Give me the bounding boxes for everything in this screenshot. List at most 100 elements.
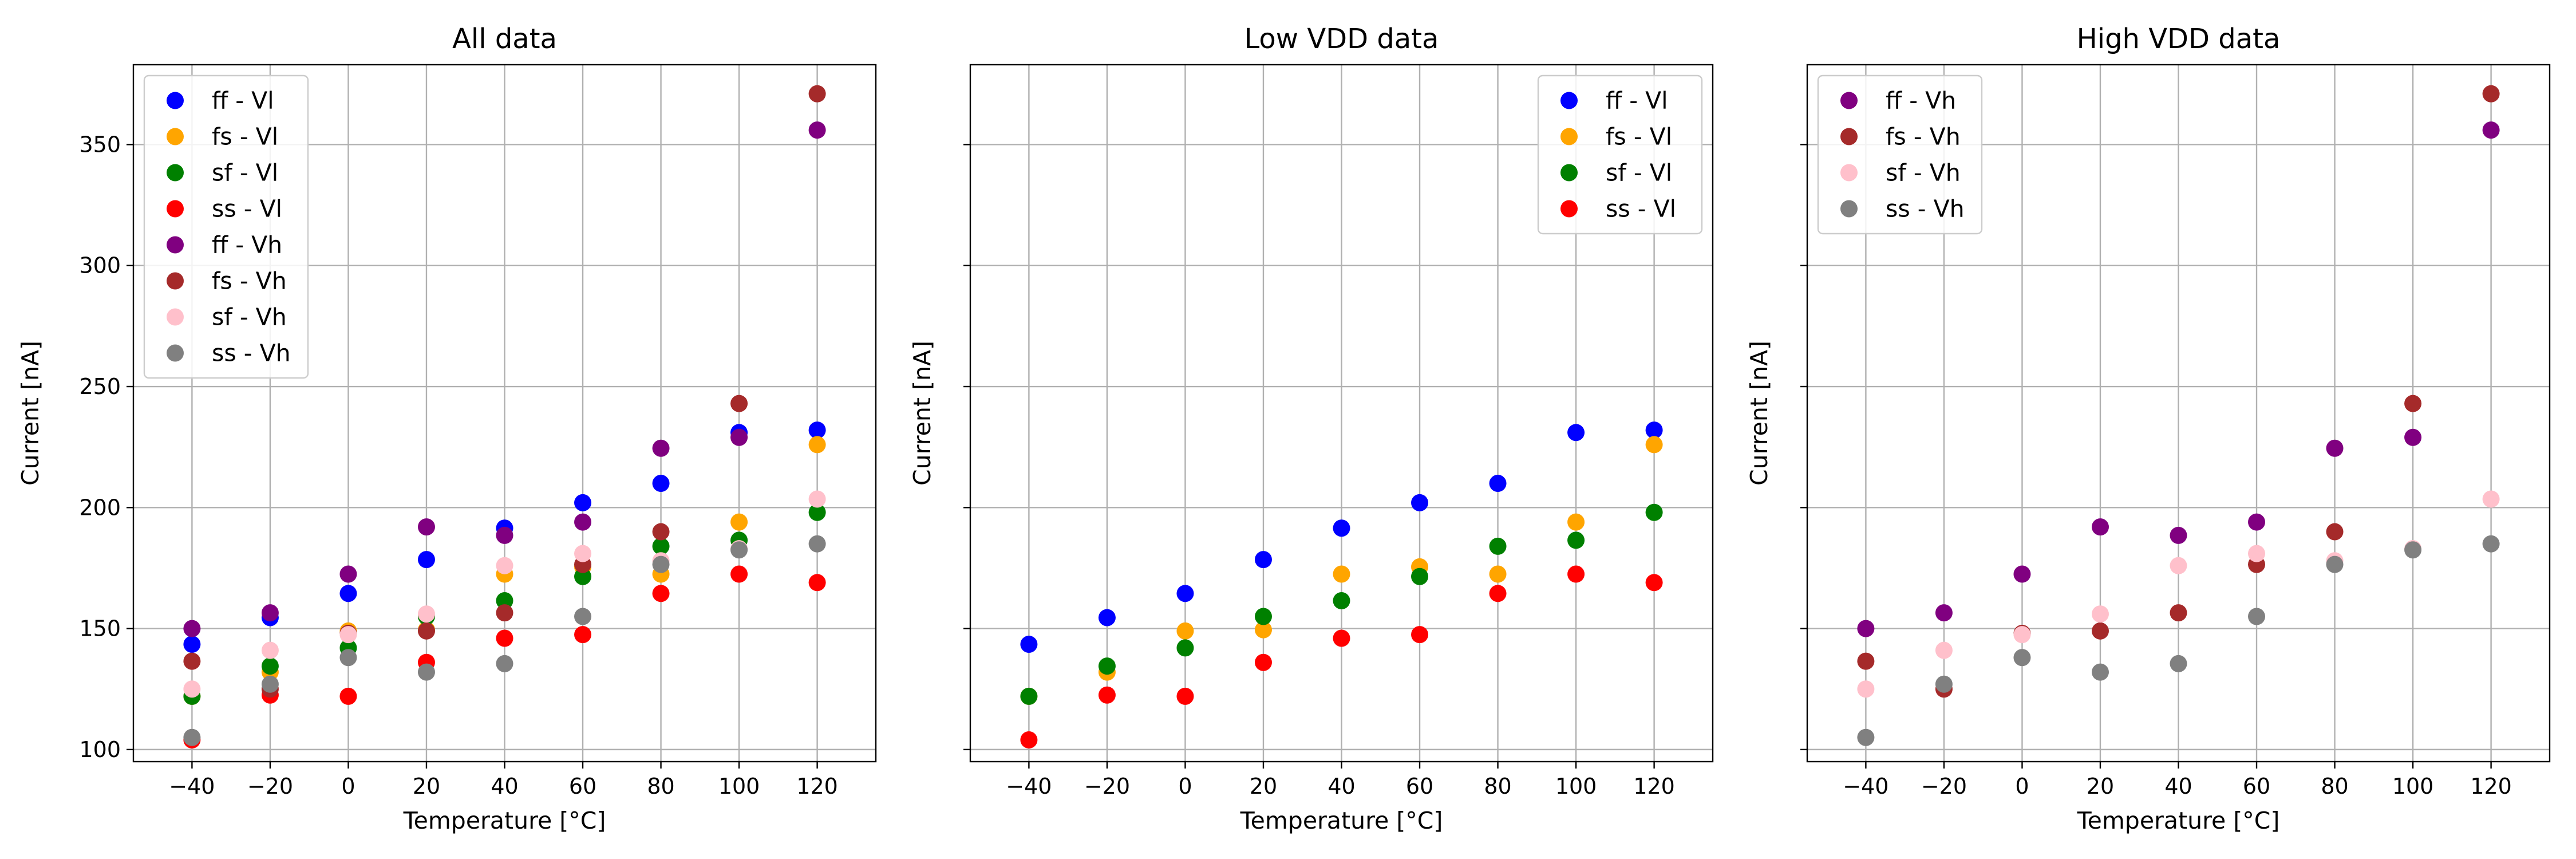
x-axis-label: Temperature [°C] bbox=[1240, 807, 1443, 834]
legend-frame bbox=[1817, 74, 1983, 235]
data-point bbox=[2404, 395, 2422, 412]
data-point bbox=[1935, 675, 1953, 693]
legend-marker bbox=[167, 344, 184, 362]
data-point bbox=[1567, 531, 1585, 549]
chart-title: High VDD data bbox=[2077, 23, 2281, 55]
data-point bbox=[808, 436, 826, 454]
x-tick-label: 60 bbox=[1406, 774, 1433, 799]
data-point bbox=[808, 503, 826, 521]
legend-entry: ss - Vh bbox=[212, 340, 291, 367]
data-point bbox=[2404, 428, 2422, 446]
legend-marker bbox=[1560, 92, 1578, 109]
x-tick-label: 60 bbox=[2243, 774, 2270, 799]
data-point bbox=[808, 535, 826, 553]
data-point bbox=[496, 655, 513, 672]
data-point bbox=[808, 421, 826, 439]
data-point bbox=[2482, 121, 2500, 139]
x-tick-label: −20 bbox=[1921, 774, 1967, 799]
legend-marker bbox=[167, 236, 184, 254]
data-point bbox=[652, 537, 670, 555]
data-point bbox=[261, 641, 279, 659]
data-point bbox=[183, 620, 201, 637]
data-point bbox=[2170, 604, 2187, 622]
x-tick-label: 0 bbox=[341, 774, 355, 799]
y-axis bbox=[1800, 144, 1807, 751]
legend-entry: fs - Vl bbox=[212, 123, 278, 151]
data-point bbox=[574, 608, 592, 625]
data-point bbox=[2170, 655, 2187, 672]
data-point bbox=[261, 657, 279, 675]
y-tick-label: 100 bbox=[79, 737, 121, 762]
data-point bbox=[2091, 663, 2109, 681]
x-axis: −40 −20 0 20 40 60 80 100 120 bbox=[1006, 762, 1675, 799]
data-point bbox=[1857, 620, 1875, 637]
data-point bbox=[730, 428, 748, 446]
x-tick-label: −40 bbox=[1843, 774, 1888, 799]
legend-marker bbox=[167, 200, 184, 218]
y-tick-label: 250 bbox=[79, 374, 121, 399]
panel-3: −40 −20 0 20 40 60 80 100 120 Temperature [°C] Cur… bbox=[1745, 23, 2551, 834]
data-points bbox=[1857, 85, 2500, 746]
data-point bbox=[730, 565, 748, 583]
x-axis: −40 −20 0 20 40 60 80 100 120 bbox=[169, 762, 838, 799]
data-point bbox=[1567, 513, 1585, 531]
data-point bbox=[808, 490, 826, 508]
data-point bbox=[1176, 687, 1194, 705]
legend-entry: ss - Vl bbox=[212, 195, 282, 223]
y-axis: 100 150 200 250 300 350 bbox=[79, 132, 133, 762]
data-point bbox=[2326, 555, 2344, 573]
data-points bbox=[1020, 421, 1663, 748]
x-tick-label: −40 bbox=[1006, 774, 1052, 799]
chart-title: All data bbox=[452, 23, 557, 55]
data-point bbox=[417, 551, 435, 569]
x-tick-label: 40 bbox=[2164, 774, 2192, 799]
x-tick-label: 120 bbox=[1633, 774, 1675, 799]
data-point bbox=[1857, 728, 1875, 746]
data-point bbox=[808, 574, 826, 592]
x-tick-label: 0 bbox=[2015, 774, 2029, 799]
data-point bbox=[1176, 585, 1194, 602]
data-point bbox=[652, 585, 670, 602]
x-tick-label: 100 bbox=[1555, 774, 1597, 799]
data-point bbox=[1254, 621, 1272, 639]
legend-entry: sf - Vh bbox=[1886, 159, 1961, 187]
data-point bbox=[2170, 557, 2187, 574]
data-point bbox=[2248, 513, 2266, 531]
data-point bbox=[2013, 565, 2031, 583]
legend-marker bbox=[1560, 200, 1578, 218]
chart-title: Low VDD data bbox=[1244, 23, 1439, 55]
data-point bbox=[339, 649, 357, 667]
data-point bbox=[574, 494, 592, 511]
data-point bbox=[2170, 526, 2187, 544]
y-tick-label: 150 bbox=[79, 616, 121, 641]
data-point bbox=[652, 475, 670, 492]
legend-marker bbox=[167, 272, 184, 290]
legend-marker bbox=[167, 128, 184, 145]
data-point bbox=[1489, 565, 1507, 583]
legend-entry: fs - Vl bbox=[1606, 123, 1672, 151]
data-point bbox=[339, 626, 357, 644]
data-point bbox=[808, 121, 826, 139]
legend-entry: ff - Vh bbox=[1886, 87, 1956, 115]
data-point bbox=[1098, 657, 1116, 675]
legend-entry: ff - Vh bbox=[212, 231, 282, 259]
x-axis: −40 −20 0 20 40 60 80 100 120 bbox=[1843, 762, 2512, 799]
data-point bbox=[417, 622, 435, 640]
data-point bbox=[730, 513, 748, 531]
data-point bbox=[574, 626, 592, 644]
x-tick-label: 20 bbox=[413, 774, 440, 799]
y-tick-label: 200 bbox=[79, 495, 121, 520]
data-point bbox=[183, 680, 201, 698]
legend-entry: sf - Vl bbox=[1606, 159, 1672, 187]
x-tick-label: 40 bbox=[1327, 774, 1355, 799]
legend-marker bbox=[1840, 128, 1858, 145]
data-point bbox=[1254, 608, 1272, 625]
y-axis-label: Current [nA] bbox=[17, 341, 44, 486]
data-point bbox=[1333, 592, 1350, 609]
data-point bbox=[2326, 439, 2344, 457]
legend-marker bbox=[1560, 128, 1578, 145]
data-point bbox=[1020, 731, 1038, 748]
data-point bbox=[1333, 629, 1350, 647]
legend-entry: ss - Vl bbox=[1606, 195, 1676, 223]
data-point bbox=[339, 585, 357, 602]
